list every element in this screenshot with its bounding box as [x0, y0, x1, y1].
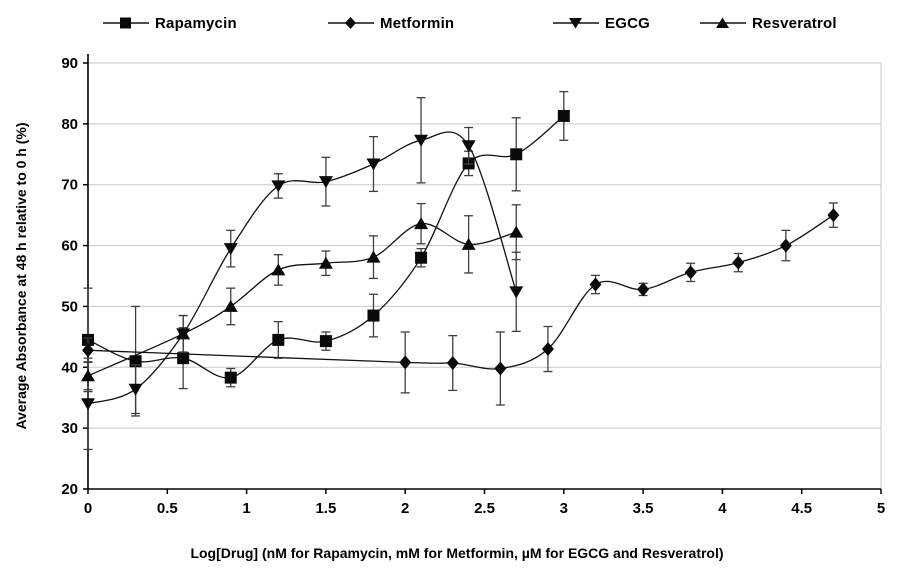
legend-label-rapamycin: Rapamycin	[155, 14, 237, 32]
data-point-square	[557, 109, 570, 122]
legend-label-resveratrol: Resveratrol	[752, 14, 837, 32]
data-point-diamond	[446, 356, 459, 371]
series-metformin	[82, 202, 840, 406]
y-tick-label: 50	[61, 298, 78, 315]
legend: Rapamycin Metformin EGCG Resveratrol	[0, 10, 904, 36]
series-resveratrol	[81, 202, 524, 391]
x-tick-label: 4	[718, 500, 727, 517]
legend-item-resveratrol: Resveratrol	[700, 10, 837, 36]
data-point-triangle-down	[81, 398, 95, 411]
data-point-square	[177, 352, 190, 365]
data-point-square	[415, 251, 428, 264]
data-point-triangle-up	[176, 327, 191, 340]
x-tick-label: 1.5	[315, 500, 336, 517]
y-tick-label: 70	[61, 177, 78, 194]
data-point-triangle-up	[366, 250, 381, 263]
data-point-diamond	[541, 342, 554, 357]
triangle-down-marker-icon	[553, 18, 599, 29]
y-tick-label: 90	[61, 55, 78, 72]
square-marker-icon	[103, 17, 149, 29]
x-tick-label: 0.5	[157, 500, 178, 517]
data-point-triangle-down	[414, 134, 429, 147]
x-tick-label: 3	[560, 500, 568, 517]
y-tick-label: 20	[61, 481, 78, 498]
data-point-diamond	[637, 282, 650, 297]
data-point-diamond	[732, 255, 745, 270]
triangle-up-marker-icon	[700, 17, 746, 28]
data-point-diamond	[82, 343, 94, 358]
x-tick-label: 5	[877, 500, 885, 517]
x-axis-title: Log[Drug] (nM for Rapamycin, mM for Metf…	[190, 545, 724, 561]
data-point-triangle-down	[223, 243, 238, 256]
data-point-triangle-up	[509, 225, 524, 238]
data-point-triangle-up	[271, 263, 286, 276]
data-point-square	[367, 309, 380, 322]
data-point-triangle-down	[509, 286, 524, 299]
data-point-square	[510, 148, 523, 161]
series-rapamycin	[82, 90, 570, 417]
data-point-diamond	[399, 355, 412, 370]
data-point-triangle-up	[223, 299, 238, 312]
data-point-square	[272, 333, 285, 346]
data-point-diamond	[827, 208, 840, 223]
data-point-triangle-down	[461, 140, 476, 153]
legend-label-metformin: Metformin	[380, 14, 455, 32]
legend-item-metformin: Metformin	[328, 10, 454, 36]
data-point-triangle-down	[318, 176, 333, 189]
x-tick-label: 3.5	[633, 500, 654, 517]
data-point-triangle-down	[271, 180, 286, 193]
legend-label-egcg: EGCG	[605, 14, 650, 32]
y-tick-label: 30	[61, 420, 78, 437]
data-point-triangle-up	[414, 217, 429, 230]
data-point-diamond	[779, 238, 792, 253]
legend-item-rapamycin: Rapamycin	[103, 10, 237, 36]
data-point-diamond	[494, 361, 507, 376]
data-point-triangle-down	[366, 158, 381, 171]
diamond-marker-icon	[328, 17, 374, 29]
x-tick-label: 2.5	[474, 500, 495, 517]
data-point-square	[224, 371, 237, 384]
legend-item-egcg: EGCG	[553, 10, 650, 36]
y-tick-label: 80	[61, 116, 78, 133]
data-point-triangle-down	[128, 383, 143, 396]
y-tick-label: 40	[61, 359, 78, 376]
data-point-diamond	[684, 265, 697, 280]
data-point-square	[129, 355, 142, 368]
x-tick-label: 4.5	[791, 500, 812, 517]
data-point-triangle-up	[81, 369, 95, 382]
series-egcg	[81, 97, 524, 451]
x-tick-label: 1	[242, 500, 250, 517]
data-point-square	[319, 335, 332, 348]
data-point-triangle-up	[461, 237, 476, 250]
data-point-triangle-up	[318, 256, 333, 269]
data-point-diamond	[589, 277, 602, 292]
y-tick-label: 60	[61, 238, 78, 255]
x-tick-label: 0	[84, 500, 92, 517]
x-tick-label: 2	[401, 500, 409, 517]
